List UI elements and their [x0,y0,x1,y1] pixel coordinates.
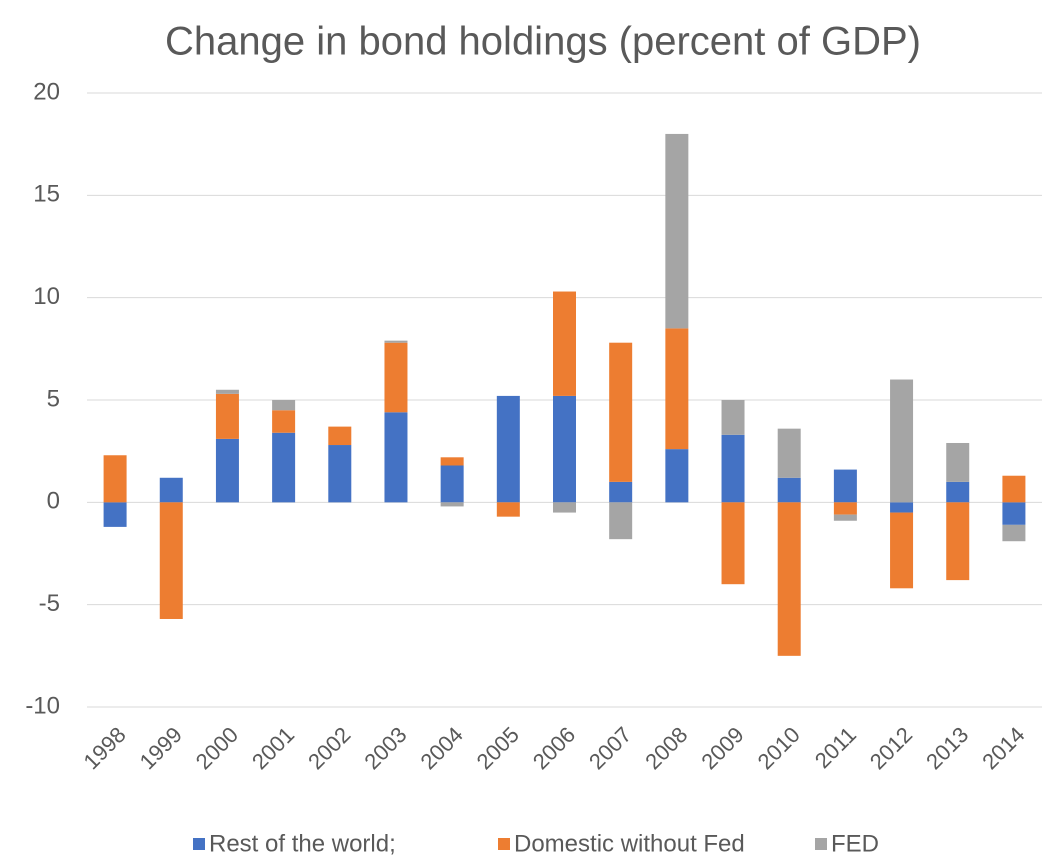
x-tick-label: 2014 [977,722,1029,774]
bar [1002,502,1026,525]
x-tick-label: 2009 [696,722,748,774]
x-tick-label: 2002 [303,722,355,774]
bar [553,395,576,503]
bar [665,449,689,503]
bar [777,502,801,656]
bar [384,340,408,343]
bar [946,442,970,482]
bar [1002,475,1026,503]
bar [721,434,745,503]
bar [946,502,970,581]
bar [1002,524,1026,542]
y-tick-label: 10 [33,283,60,310]
y-tick-label: 0 [47,488,60,515]
bar [553,502,576,513]
chart-title: Change in bond holdings (percent of GDP) [165,20,921,64]
bar [159,477,183,503]
legend-swatch [498,838,510,850]
y-tick-label: 15 [33,181,60,208]
bar [609,502,633,540]
y-tick-label: 5 [47,385,60,412]
bar [833,514,857,521]
bar [215,438,239,503]
x-tick-label: 2007 [584,722,636,774]
bar [159,502,183,619]
bar [272,432,296,503]
x-tick-label: 2001 [247,722,299,774]
x-tick-label: 2010 [753,722,805,774]
x-tick-label: 2005 [472,722,524,774]
bar [215,393,239,439]
y-tick-label: -10 [25,692,60,719]
bar [384,412,408,503]
x-tick-label: 2006 [528,722,580,774]
bar [665,133,689,329]
bar [609,481,633,503]
legend-label: FED [831,830,879,857]
bar [496,502,520,517]
x-tick-label: 2013 [921,722,973,774]
bar [440,502,464,507]
x-tick-label: 2003 [359,722,411,774]
legend-swatch [193,838,205,850]
bar [272,410,296,433]
x-tick-label: 2008 [640,722,692,774]
x-tick-label: 1998 [78,722,130,774]
bar [721,400,745,435]
bar [328,426,352,446]
bar [496,395,520,503]
legend-label: Domestic without Fed [514,830,745,857]
bar [215,389,239,394]
bar [833,469,857,503]
bar [553,291,576,396]
x-tick-label: 2011 [810,722,861,773]
x-tick-label: 2000 [191,722,243,774]
bar [609,342,633,482]
bar [103,502,127,527]
y-tick-label: -5 [39,590,60,617]
bar [890,502,914,513]
bar [777,428,801,478]
bar [272,400,296,411]
bar [777,477,801,503]
x-tick-label: 2004 [415,722,467,774]
bar [890,379,914,503]
x-tick-label: 2012 [865,722,917,774]
bar [833,502,857,515]
bar [721,502,745,585]
bar [890,512,914,589]
y-tick-label: 20 [33,78,60,105]
bar [440,465,464,503]
bar [103,455,127,503]
bar [328,445,352,503]
x-tick-label: 1999 [135,722,187,774]
bar [665,328,689,450]
legend-swatch [815,838,827,850]
bar [384,342,408,413]
bar [946,481,970,503]
bar [440,457,464,466]
legend-label: Rest of the world; [209,830,396,857]
